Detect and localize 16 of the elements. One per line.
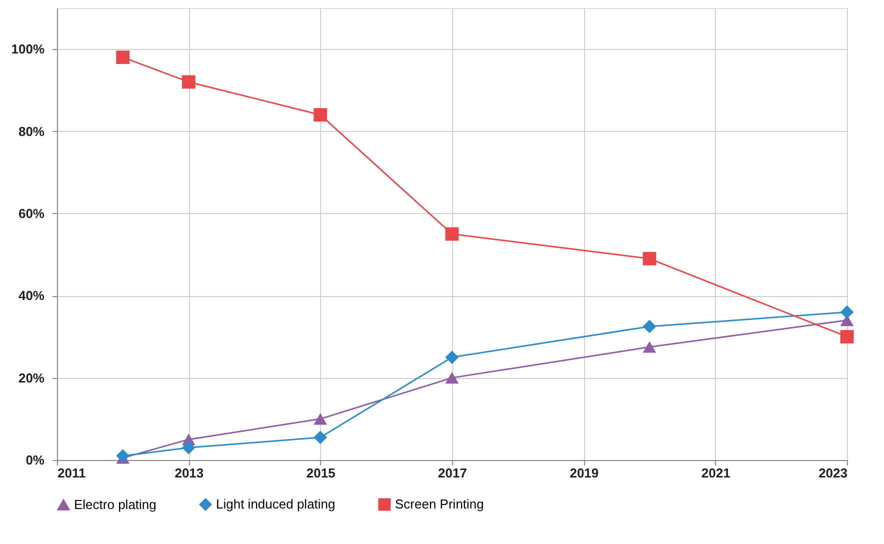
x-tick-label: 2013 xyxy=(174,466,204,480)
x-tick-label: 2019 xyxy=(570,466,599,480)
x-tick-label: 2017 xyxy=(438,466,467,480)
legend-label: Screen Printing xyxy=(395,496,484,512)
x-tick-label: 2021 xyxy=(701,466,730,480)
x-tick-label: 2011 xyxy=(58,466,86,480)
y-tick-label: 100% xyxy=(11,42,45,57)
x-tick-label: 2023 xyxy=(818,466,848,480)
y-tick-label: 60% xyxy=(18,206,45,221)
x-tick-label: 2015 xyxy=(306,466,336,480)
legend-label: Electro plating xyxy=(74,496,156,512)
legend-label: Light induced plating xyxy=(216,496,336,512)
y-tick-label: 0% xyxy=(26,452,45,468)
y-tick-label: 40% xyxy=(18,288,45,304)
y-tick-label: 80% xyxy=(18,124,45,139)
y-tick-label: 20% xyxy=(18,370,45,386)
